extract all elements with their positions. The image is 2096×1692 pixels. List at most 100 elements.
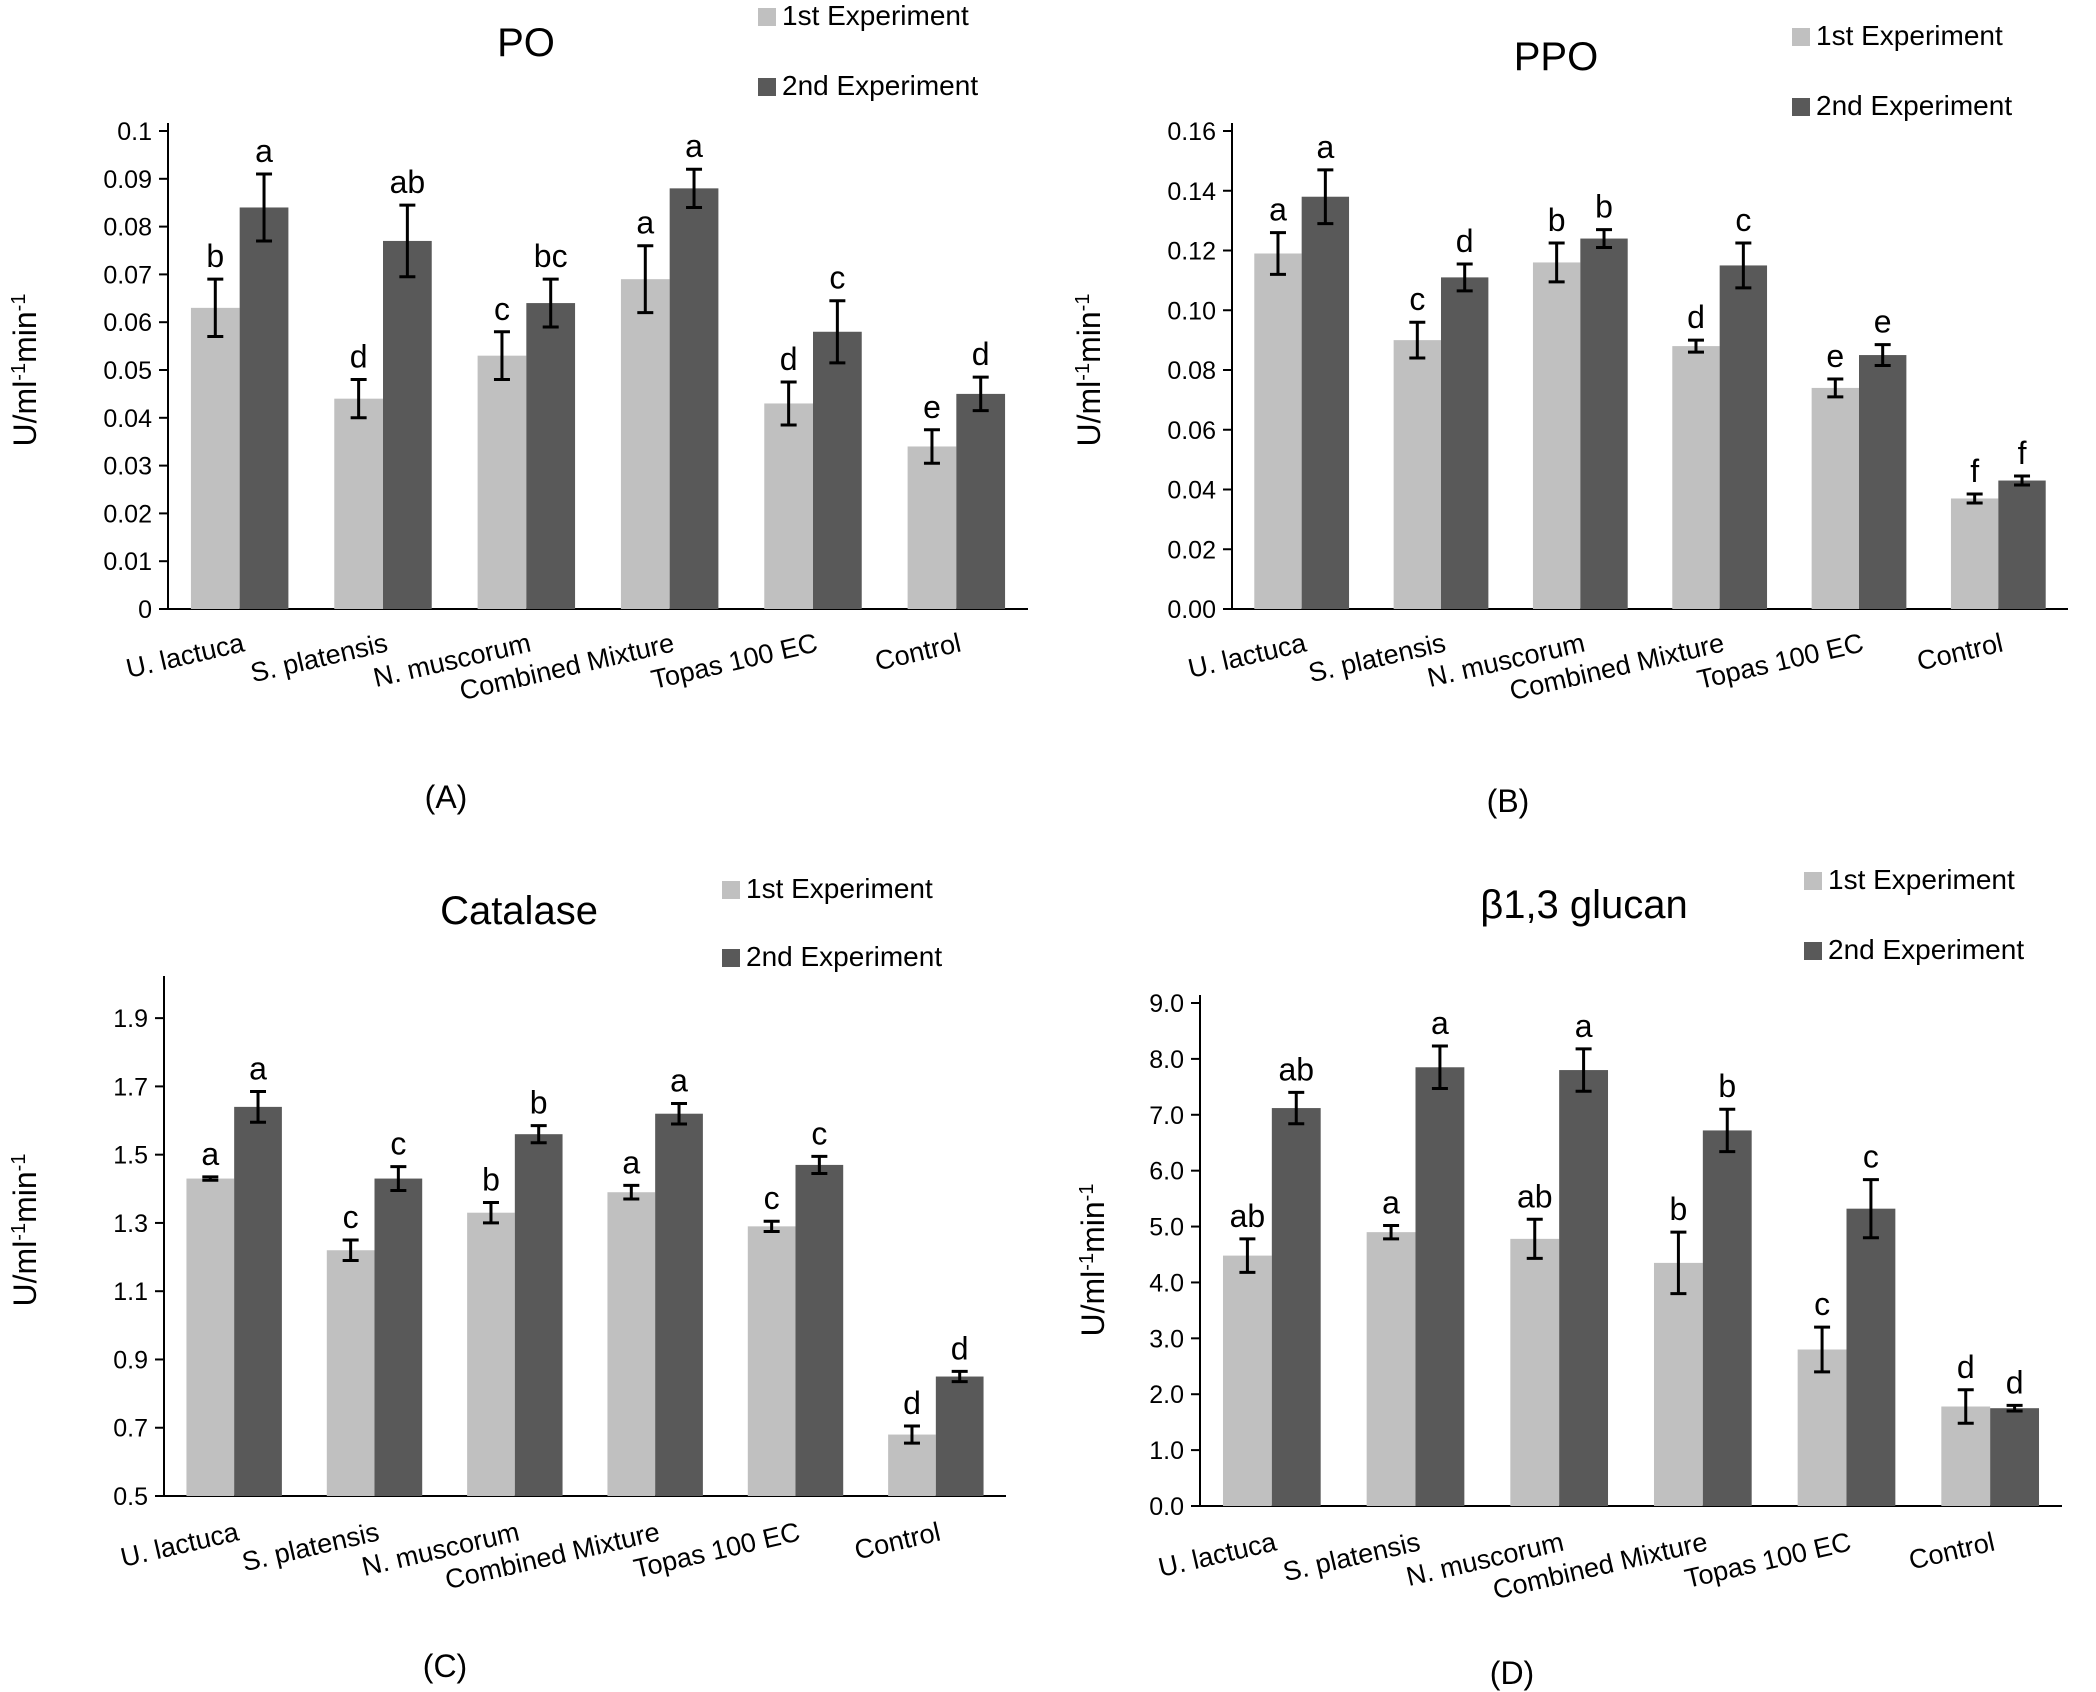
- significance-letter: e: [1874, 304, 1892, 340]
- significance-letter: c: [811, 1115, 827, 1151]
- bar-1st-experiment: [186, 1178, 235, 1496]
- significance-letter: c: [1735, 202, 1751, 238]
- significance-letter: a: [1269, 192, 1287, 228]
- category-label: Topas 100 EC: [648, 628, 820, 695]
- significance-letter: b: [1670, 1191, 1688, 1227]
- significance-letter: ab: [1230, 1198, 1266, 1234]
- significance-letter: d: [903, 1385, 921, 1421]
- legend-label-1st-experiment: 1st Experiment: [746, 873, 933, 904]
- category-label: S. platensis: [248, 628, 391, 689]
- y-tick-label: 0.7: [113, 1415, 148, 1443]
- bar-2nd-experiment: [514, 1134, 563, 1496]
- y-axis-label-superscript: -1: [8, 1223, 30, 1241]
- significance-letter: e: [1826, 338, 1844, 374]
- bar-1st-experiment: [764, 403, 813, 609]
- category-label: S. platensis: [239, 1517, 382, 1578]
- y-tick-label: 0: [138, 596, 152, 624]
- significance-letter: a: [1575, 1008, 1593, 1044]
- chart-title: PO: [497, 21, 555, 65]
- significance-letter: b: [206, 238, 224, 274]
- bar-1st-experiment: [326, 1250, 375, 1496]
- significance-letter: b: [530, 1085, 548, 1121]
- bar-2nd-experiment: [1702, 1130, 1752, 1506]
- significance-letter: c: [1409, 281, 1425, 317]
- panel-label: (C): [423, 1648, 467, 1684]
- significance-letter: a: [636, 205, 654, 241]
- legend-swatch-2nd-experiment: [1792, 98, 1810, 116]
- legend-swatch-1st-experiment: [758, 8, 776, 26]
- significance-letter: d: [780, 341, 798, 377]
- significance-letter: ab: [390, 164, 426, 200]
- bar-1st-experiment: [1653, 1262, 1703, 1506]
- y-tick-label: 8.0: [1149, 1046, 1184, 1074]
- legend-swatch-1st-experiment: [1792, 28, 1810, 46]
- y-tick-label: 0.04: [1167, 477, 1216, 505]
- bar-2nd-experiment: [1559, 1070, 1609, 1506]
- y-axis-label-superscript: -1: [8, 363, 30, 381]
- significance-letter: b: [1548, 202, 1566, 238]
- bar-2nd-experiment: [1990, 1408, 2040, 1506]
- y-axis-label-text: min: [1075, 1201, 1111, 1253]
- y-tick-label: 0.14: [1167, 178, 1216, 206]
- legend-label-1st-experiment: 1st Experiment: [1828, 864, 2015, 895]
- y-axis-label-superscript: -1: [1072, 294, 1094, 312]
- y-tick-label: 7.0: [1149, 1102, 1184, 1130]
- y-tick-label: 0.02: [1167, 536, 1216, 564]
- y-tick-label: 6.0: [1149, 1158, 1184, 1186]
- chart-panel-4: β1,3 glucan 1st Experiment 2nd Experiment U…: [1075, 864, 2062, 1691]
- category-label: U. lactuca: [123, 627, 248, 683]
- y-tick-label: 0.08: [103, 214, 152, 242]
- y-tick-label: 2.0: [1149, 1381, 1184, 1409]
- bar-1st-experiment: [1510, 1238, 1560, 1506]
- bar-1st-experiment: [1532, 262, 1581, 609]
- y-axis-label: U/ml-1min-1: [1075, 1184, 1111, 1337]
- bar-1st-experiment: [477, 355, 527, 609]
- significance-letter: d: [1687, 299, 1705, 335]
- legend-swatch-1st-experiment: [1804, 872, 1822, 890]
- bar-1st-experiment: [1811, 387, 1859, 609]
- bar-2nd-experiment: [669, 188, 719, 610]
- y-axis-label-superscript: -1: [1076, 1253, 1098, 1271]
- bar-1st-experiment: [467, 1212, 515, 1496]
- y-axis-label-text: U/ml: [7, 381, 43, 447]
- y-tick-label: 1.0: [1149, 1437, 1184, 1465]
- legend-label-2nd-experiment: 2nd Experiment: [782, 70, 978, 101]
- y-tick-label: 1.7: [113, 1073, 148, 1101]
- chart-title: β1,3 glucan: [1480, 883, 1688, 927]
- significance-letter: d: [350, 339, 368, 375]
- legend-label-1st-experiment: 1st Experiment: [1816, 20, 2003, 51]
- significance-letter: a: [201, 1136, 219, 1172]
- panel-label: (A): [425, 779, 468, 815]
- chart-title: PPO: [1514, 35, 1598, 79]
- y-axis-label-text: U/ml: [1075, 1271, 1111, 1337]
- category-label: S. platensis: [1306, 628, 1449, 689]
- significance-letter: b: [482, 1161, 500, 1197]
- y-tick-label: 0.10: [1167, 297, 1216, 325]
- significance-letter: a: [1316, 129, 1334, 165]
- bar-1st-experiment: [1393, 340, 1441, 609]
- bar-1st-experiment: [620, 279, 670, 609]
- y-tick-label: 0.00: [1167, 596, 1216, 624]
- bar-2nd-experiment: [1859, 355, 1907, 609]
- category-label: U. lactuca: [118, 1516, 243, 1572]
- category-label: U. lactuca: [1185, 627, 1310, 683]
- bar-2nd-experiment: [1998, 480, 2046, 609]
- y-axis-label-text: min: [7, 311, 43, 363]
- legend-swatch-2nd-experiment: [722, 949, 740, 967]
- y-tick-label: 0.02: [103, 500, 152, 528]
- y-axis-label-text: min: [1071, 311, 1107, 363]
- y-tick-label: 0.5: [113, 1483, 148, 1511]
- panel-label: (D): [1490, 1655, 1534, 1691]
- bar-1st-experiment: [747, 1226, 796, 1496]
- y-tick-label: 9.0: [1149, 990, 1184, 1018]
- significance-letter: a: [670, 1062, 688, 1098]
- y-tick-label: 0.01: [103, 548, 152, 576]
- legend-swatch-2nd-experiment: [758, 78, 776, 96]
- bar-1st-experiment: [1222, 1255, 1272, 1506]
- bar-1st-experiment: [607, 1192, 656, 1496]
- significance-letter: a: [249, 1051, 267, 1087]
- bar-1st-experiment: [1366, 1232, 1416, 1506]
